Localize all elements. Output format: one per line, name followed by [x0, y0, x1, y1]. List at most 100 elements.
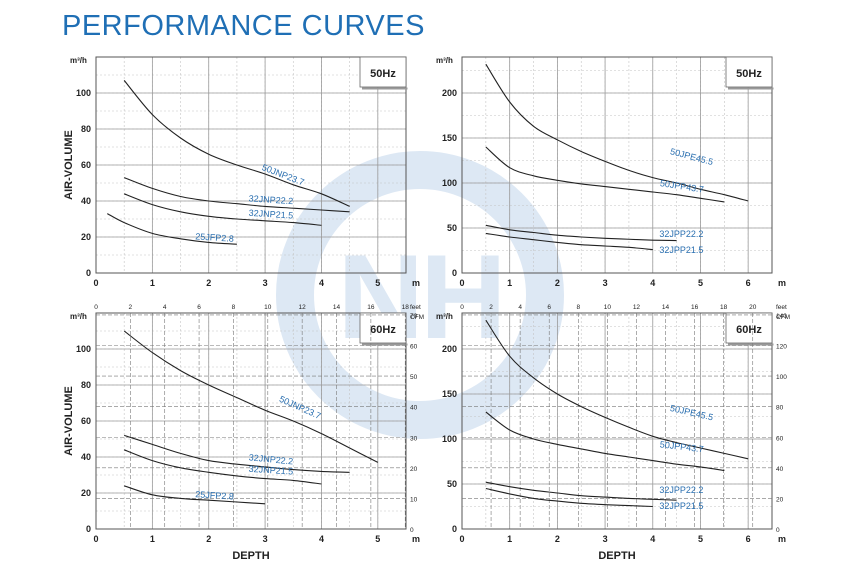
curve-32JPP22.2: [485, 224, 677, 242]
feet-tick-label: 16: [367, 304, 375, 311]
y-tick-label: 50: [447, 479, 457, 489]
cfm-tick-label: 50: [410, 374, 418, 381]
major-grid: [96, 313, 406, 529]
feet-tick-label: 0: [94, 304, 98, 311]
x-tick-label: 4: [319, 278, 324, 288]
y-unit-label: m³/h: [436, 312, 453, 321]
x-tick-label: 0: [93, 534, 98, 544]
cfm-tick-label: 60: [410, 344, 418, 351]
curve-50JNP23.7: [123, 80, 350, 207]
frequency-badge: [725, 312, 773, 344]
x-tick-label: 1: [150, 534, 155, 544]
x-tick-label: 3: [603, 534, 608, 544]
y-tick-label: 80: [81, 124, 91, 134]
y-tick-label: 150: [442, 389, 457, 399]
x-tick-label: 5: [375, 278, 380, 288]
curve-label: 50JPP43.7: [659, 178, 704, 194]
frequency-badge: [725, 56, 773, 88]
watermark-ring: [276, 151, 564, 439]
cfm-unit-label: CFM: [776, 314, 790, 321]
cfm-tick-label: 30: [410, 435, 418, 442]
cfm-tick-label: 0: [776, 527, 780, 534]
curve-50JPE45.5: [485, 63, 749, 202]
x-unit-label: m: [778, 278, 786, 288]
major-grid: [96, 57, 406, 273]
x-tick-label: 2: [206, 278, 211, 288]
cfm-tick-label: 70: [410, 313, 418, 320]
cfm-tick-label: 20: [776, 496, 784, 503]
plot-frame: [461, 56, 773, 274]
y-tick-label: 80: [81, 380, 91, 390]
y-unit-label: m³/h: [70, 56, 87, 65]
y-unit-label: m³/h: [436, 56, 453, 65]
feet-tick-label: 10: [604, 304, 612, 311]
x-tick-label: 5: [698, 278, 703, 288]
x-tick-label: 1: [507, 278, 512, 288]
feet-tick-label: 2: [129, 304, 133, 311]
x-tick-label: 5: [375, 534, 380, 544]
frequency-label: 60Hz: [370, 324, 396, 336]
curve-32JPP22.2: [485, 481, 677, 501]
page-title: PERFORMANCE CURVES: [62, 10, 425, 42]
feet-tick-label: 18: [720, 304, 728, 311]
curve-label: 32JNP22.2: [248, 452, 293, 466]
frequency-badge: [359, 312, 407, 344]
x-unit-label: m: [778, 534, 786, 544]
y-tick-label: 100: [442, 178, 457, 188]
cfm-tick-label: 80: [776, 405, 784, 412]
y-tick-label: 100: [442, 434, 457, 444]
y-tick-label: 20: [81, 488, 91, 498]
cfm-tick-label: 140: [776, 313, 787, 320]
y-tick-label: 60: [81, 160, 91, 170]
x-tick-label: 2: [555, 534, 560, 544]
major-grid: [462, 57, 772, 273]
plot-frame: [95, 312, 407, 530]
x-tick-label: 0: [459, 534, 464, 544]
y-tick-label: 0: [86, 524, 91, 534]
x-tick-label: 2: [555, 278, 560, 288]
feet-tick-label: 10: [264, 304, 272, 311]
curve-25JFP2.8: [124, 485, 266, 505]
feet-tick-label: 12: [299, 304, 307, 311]
feet-tick-label: 16: [691, 304, 699, 311]
curve-label: 32JNP21.5: [248, 208, 293, 221]
y-tick-label: 50: [447, 223, 457, 233]
curve-label: 32JNP22.2: [248, 193, 293, 206]
major-grid: [462, 313, 772, 529]
x-tick-label: 3: [603, 278, 608, 288]
curve-32JNP22.2: [124, 434, 350, 473]
x-tick-label: 3: [263, 534, 268, 544]
x-tick-label: 0: [93, 278, 98, 288]
cfm-unit-label: CFM: [410, 314, 424, 321]
curve-label: 25JFP2.8: [195, 231, 234, 243]
feet-tick-label: 4: [518, 304, 522, 311]
curve-label: 25JFP2.8: [195, 489, 234, 501]
y-tick-label: 100: [76, 344, 91, 354]
y-tick-label: 0: [452, 524, 457, 534]
y-tick-label: 40: [81, 452, 91, 462]
watermark-logo: NH: [276, 151, 564, 439]
feet-tick-label: 8: [576, 304, 580, 311]
x-tick-label: 6: [746, 534, 751, 544]
frequency-label: 50Hz: [736, 68, 762, 80]
y-axis-title: AIR-VOLUME: [63, 130, 75, 200]
x-tick-label: 1: [507, 534, 512, 544]
x-axis-title: DEPTH: [598, 550, 635, 562]
chart-top-right: 0 1 2 3 4 5 6 m 0 50 100 150 200 m³/h 50Hz 50JPE45.5 50J…: [436, 56, 786, 288]
cfm-tick-label: 40: [410, 405, 418, 412]
curve-50JNP23.7: [123, 330, 379, 463]
feet-unit-label: feet: [776, 304, 787, 311]
y-tick-label: 150: [442, 133, 457, 143]
frequency-badge: [359, 56, 407, 88]
feet-tick-label: 6: [197, 304, 201, 311]
chart-bottom-left: 0 1 2 3 4 5 m020406080100m³/hAIR-VOLUMEDEPTH60…: [63, 304, 424, 562]
feet-tick-label: 14: [333, 304, 341, 311]
cfm-tick-label: 100: [776, 374, 787, 381]
cfm-tick-label: 40: [776, 466, 784, 473]
curve-label: 32JPP21.5: [659, 245, 703, 255]
x-tick-label: 2: [206, 534, 211, 544]
x-tick-label: 4: [650, 278, 655, 288]
x-tick-label: 1: [150, 278, 155, 288]
